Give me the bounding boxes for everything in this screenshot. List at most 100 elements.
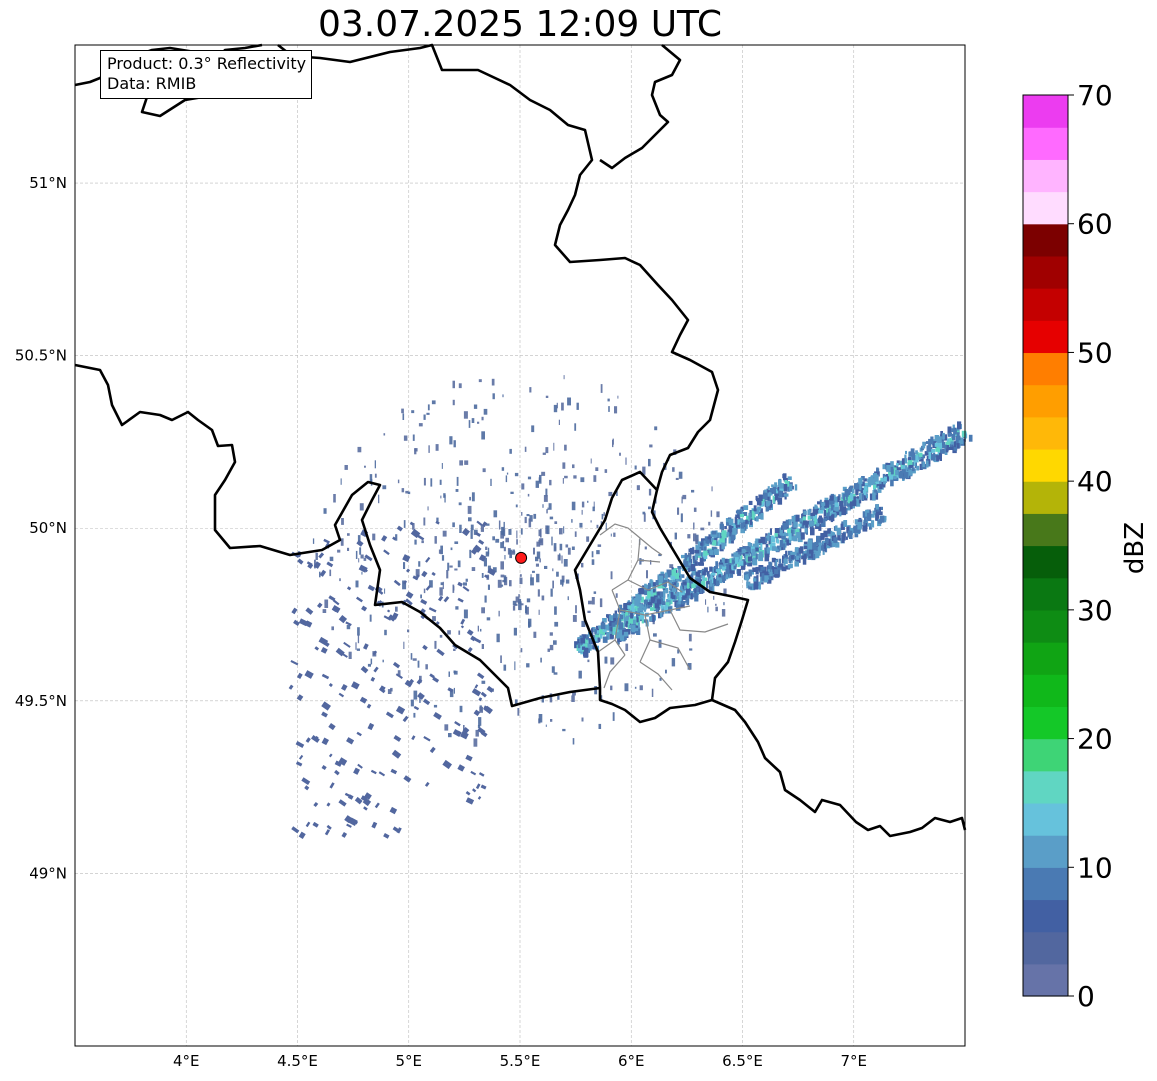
clutter-echo — [572, 738, 575, 745]
clutter-echo — [571, 546, 575, 550]
precip-echo — [845, 489, 849, 497]
clutter-echo — [389, 806, 398, 815]
clutter-echo — [348, 651, 352, 659]
clutter-echo — [427, 506, 429, 511]
clutter-echo — [420, 594, 422, 599]
precip-echo — [849, 485, 854, 492]
clutter-echo — [518, 598, 522, 604]
clutter-echo — [477, 421, 480, 424]
precip-echo — [709, 550, 714, 556]
precip-echo — [764, 538, 768, 544]
clutter-echo — [440, 495, 442, 499]
clutter-echo — [549, 516, 554, 520]
clutter-echo — [403, 562, 406, 569]
clutter-echo — [547, 507, 549, 510]
clutter-echo — [653, 633, 657, 637]
precip-echo — [748, 562, 753, 567]
precip-echo — [911, 467, 915, 472]
clutter-echo — [687, 663, 692, 670]
clutter-echo — [324, 829, 331, 836]
clutter-echo — [669, 564, 674, 569]
precip-echo — [811, 524, 814, 531]
precip-echo — [786, 539, 789, 546]
precip-echo — [628, 617, 633, 621]
clutter-echo — [459, 460, 463, 466]
clutter-echo — [700, 527, 705, 531]
precip-echo — [814, 504, 817, 511]
precip-echo — [671, 588, 677, 593]
luxembourg-outline — [573, 470, 750, 724]
clutter-echo — [707, 606, 709, 613]
clutter-echo — [512, 605, 516, 611]
precip-echo — [850, 493, 854, 500]
clutter-echo — [687, 534, 691, 539]
precip-echo — [721, 542, 725, 550]
clutter-echo — [615, 593, 618, 598]
precip-echo — [688, 567, 691, 573]
clutter-echo — [305, 737, 311, 743]
precip-echo — [641, 596, 644, 603]
clutter-echo — [595, 467, 599, 471]
precip-echo — [939, 452, 941, 460]
precip-echo — [667, 578, 670, 582]
clutter-echo — [429, 746, 436, 754]
clutter-echo — [321, 711, 328, 718]
clutter-echo — [444, 724, 449, 731]
lon-tick-label: 4.5°E — [277, 1052, 318, 1070]
clutter-echo — [605, 522, 607, 531]
precip-echo — [825, 538, 829, 544]
precip-echo — [807, 539, 813, 545]
clutter-echo — [383, 433, 386, 436]
precip-echo — [796, 532, 801, 538]
clutter-echo — [397, 670, 401, 677]
clutter-echo — [549, 632, 553, 636]
clutter-echo — [359, 696, 368, 704]
clutter-echo — [341, 832, 348, 838]
clutter-echo — [639, 685, 643, 691]
clutter-echo — [425, 664, 428, 670]
precip-echo — [726, 564, 730, 571]
clutter-echo — [558, 419, 560, 425]
precip-echo — [639, 605, 642, 610]
clutter-echo — [529, 515, 533, 522]
precip-echo — [804, 545, 808, 549]
precip-echo — [597, 637, 601, 643]
clutter-echo — [436, 517, 439, 523]
clutter-echo — [396, 827, 402, 834]
precip-echo — [743, 505, 749, 510]
colorbar-tick-label: 50 — [1077, 336, 1113, 369]
precip-echo — [707, 574, 711, 582]
clutter-echo — [612, 712, 615, 721]
clutter-echo — [423, 517, 426, 526]
clutter-echo — [524, 516, 527, 524]
precip-echo — [670, 588, 673, 594]
precip-echo — [774, 533, 778, 537]
precip-echo — [635, 593, 641, 600]
clutter-echo — [442, 759, 453, 770]
clutter-echo — [604, 469, 608, 473]
clutter-echo — [425, 556, 431, 563]
clutter-echo — [516, 530, 518, 539]
precip-echo — [718, 577, 723, 584]
clutter-echo — [291, 826, 300, 834]
precip-echo — [924, 451, 929, 456]
clutter-echo — [554, 521, 558, 524]
clutter-echo — [449, 689, 454, 698]
clutter-echo — [658, 553, 662, 557]
precip-echo — [958, 440, 964, 444]
clutter-echo — [452, 380, 455, 389]
lon-tick-label: 7°E — [840, 1052, 867, 1070]
precip-echo — [863, 521, 866, 527]
precip-echo — [609, 630, 614, 639]
precip-echo — [625, 615, 630, 622]
precip-echo — [876, 507, 881, 513]
colorbar-label: dBZ — [1120, 522, 1150, 574]
precip-echo — [768, 574, 772, 580]
precip-echo — [639, 604, 644, 612]
clutter-echo — [436, 648, 445, 657]
clutter-echo — [651, 688, 654, 697]
clutter-echo — [508, 529, 512, 535]
clutter-echo — [593, 591, 597, 594]
precip-echo — [769, 571, 773, 577]
clutter-echo — [553, 672, 558, 675]
